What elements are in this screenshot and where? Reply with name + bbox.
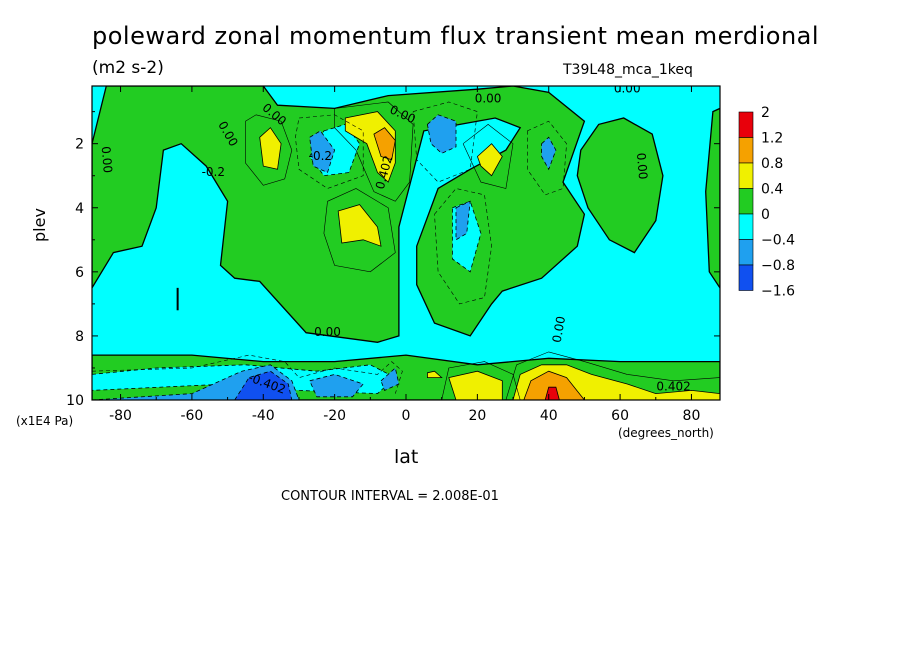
y-tick-label: 4 xyxy=(75,201,84,217)
contour-region xyxy=(455,200,471,241)
colorbar-label: 0.8 xyxy=(761,156,783,172)
y-tick-label: 10 xyxy=(66,393,84,409)
contour-line xyxy=(412,101,478,183)
y-axis-unit-label: (x1E4 Pa) xyxy=(16,414,74,428)
chart-title: poleward zonal momentum flux transient m… xyxy=(92,22,820,50)
y-tick-label: 2 xyxy=(75,137,84,153)
chart-units: (m2 s-2) xyxy=(92,58,164,78)
contour-value-label: 0.00 xyxy=(99,146,115,174)
contour-value-label: -0.2 xyxy=(309,149,332,163)
contour-region xyxy=(337,204,382,247)
contour-line xyxy=(505,351,720,400)
x-tick-label: 0 xyxy=(402,408,411,424)
contour-region xyxy=(541,136,557,171)
contour-region xyxy=(476,143,503,177)
contour-line xyxy=(434,188,492,305)
x-axis-unit-label: (degrees_north) xyxy=(618,426,714,440)
contour-line xyxy=(245,114,293,186)
contour-region xyxy=(426,370,443,379)
colorbar-swatch xyxy=(738,188,754,215)
contour-value-label: 0.00 xyxy=(550,315,568,344)
contour-value-label: 0.00 xyxy=(614,82,641,96)
colorbar-label: −1.6 xyxy=(761,284,795,300)
contour-region xyxy=(259,127,282,170)
colorbar-swatch xyxy=(738,239,754,266)
contour-region xyxy=(426,114,457,154)
contour-region xyxy=(705,107,720,290)
contour-value-label: 0.00 xyxy=(314,325,341,339)
contour-value-label: 0.00 xyxy=(475,91,502,105)
y-tick-label: 6 xyxy=(75,265,84,281)
contour-region xyxy=(523,370,585,400)
contour-value-label: 0.402 xyxy=(656,380,690,394)
contour-line xyxy=(526,120,567,196)
contour-interval-note: CONTOUR INTERVAL = 2.008E-01 xyxy=(281,489,499,504)
colorbar-label: −0.4 xyxy=(761,233,795,249)
colorbar-label: 0 xyxy=(761,207,770,223)
x-tick-label: -40 xyxy=(252,408,275,424)
colorbar-swatch xyxy=(738,213,754,240)
contour-line xyxy=(295,114,364,189)
x-tick-label: 80 xyxy=(683,408,701,424)
contour-region xyxy=(309,373,364,398)
dataset-name: T39L48_mca_1keq xyxy=(563,62,693,78)
x-tick-label: 60 xyxy=(611,408,629,424)
x-tick-label: 40 xyxy=(540,408,558,424)
contour-region xyxy=(380,367,400,391)
contour-value-label: 0.00 xyxy=(634,152,650,180)
colorbar-swatch xyxy=(738,162,754,189)
colorbar-swatch xyxy=(738,111,754,138)
contour-line xyxy=(462,124,514,189)
x-tick-label: -20 xyxy=(323,408,346,424)
colorbar-label: 1.2 xyxy=(761,131,783,147)
contour-region xyxy=(373,127,396,161)
contour-region xyxy=(448,370,503,400)
y-tick-label: 8 xyxy=(75,329,84,345)
colorbar-label: −0.8 xyxy=(761,258,795,274)
contour-line xyxy=(334,101,414,202)
x-axis-label: lat xyxy=(394,446,419,468)
contour-line xyxy=(323,188,396,273)
x-tick-label: -60 xyxy=(180,408,203,424)
x-tick-label: -80 xyxy=(109,408,132,424)
colorbar-swatch xyxy=(738,264,754,291)
contour-region xyxy=(309,130,336,174)
contour-region xyxy=(234,370,293,400)
contour-fill-group: 0.000.000.000.000.000.4020.000.000.000.0… xyxy=(92,82,720,400)
contour-region xyxy=(576,117,664,254)
x-tick-label: 20 xyxy=(468,408,486,424)
colorbar-label: 2 xyxy=(761,105,770,121)
colorbar-label: 0.4 xyxy=(761,182,783,198)
contour-value-label: -0.2 xyxy=(202,165,225,179)
contour-line xyxy=(92,354,403,394)
contour-line xyxy=(441,361,521,400)
colorbar-swatch xyxy=(738,137,754,164)
